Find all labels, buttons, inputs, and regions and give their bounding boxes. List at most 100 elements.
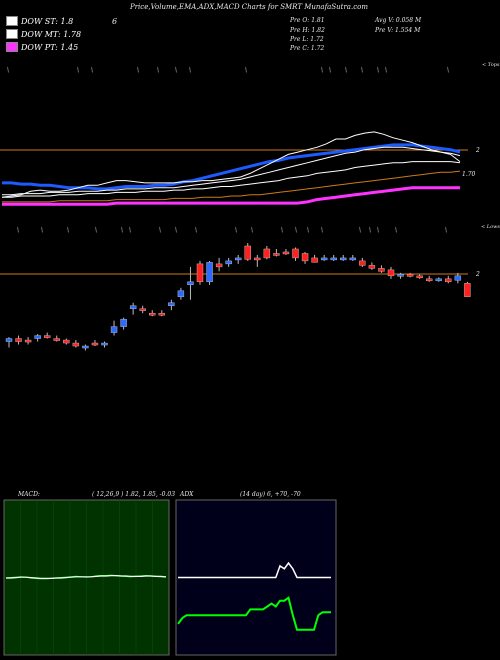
candle-body [301,253,309,262]
candle-body [349,257,356,261]
candle-body [15,338,22,342]
ema-series-line [1,131,461,198]
candle-body [196,263,204,283]
low-marker: \ [321,227,323,234]
low-marker: \ [281,227,283,234]
low-marker: \ [175,227,177,234]
candle-body [387,269,395,277]
top-marker: \ [329,67,331,74]
candle-body [24,339,32,343]
candle-body [149,312,156,316]
low-marker: \ [235,227,237,234]
candle-body [44,335,51,338]
legend-swatch-st [6,16,18,26]
candle-body [263,248,271,259]
top-marker: \ [321,67,323,74]
low-marker: \ [359,227,361,234]
low-marker: \ [67,227,69,234]
legend-label-mt: DOW MT: 1.78 [21,29,82,39]
top-markers: \ \ \ \ \ \ \ \ \ \ \ \ \ \ \ [7,67,449,74]
low-marker: \ [251,227,253,234]
stat-avg-v: Avg V: 0.058 M [375,17,422,24]
candle-body [378,268,385,272]
candle-body [234,257,242,261]
macd-params: ( 12,26,9 ) 1.82, 1.85, -0.03 [92,491,176,498]
lows-label: < Lows [481,224,500,230]
candle-body [435,278,442,282]
macd-lines [5,574,167,580]
candle-body [5,338,13,342]
top-marker: \ [137,67,139,74]
candle-body [416,275,423,279]
legend-label-pt: DOW PT: 1.45 [21,42,79,52]
ema-lines [1,131,461,206]
candle-body [330,257,337,261]
candle-body [120,318,127,327]
candle-body [454,275,462,281]
legend-dow-pt: DOW PT: 1.45 [6,42,78,52]
adx-series-line [178,561,331,579]
candle-body [110,326,118,333]
top-marker: \ [91,67,93,74]
candle-body [311,257,318,263]
chart-title: Price,Volume,EMA,ADX,MACD Charts for SMR… [130,3,368,11]
top-marker: \ [245,67,247,74]
stat-pre-v: Pre V: 1.554 M [375,27,421,34]
top-marker: \ [189,67,191,74]
candle-body [82,345,89,349]
low-marker: \ [369,227,371,234]
candle-body [426,278,433,282]
macd-title: MACD: [18,491,40,498]
candle-body [187,281,194,285]
candle-body [215,263,223,268]
candle-body [177,290,185,297]
candle-body [292,248,299,259]
candle-body [63,339,70,344]
candle-body [129,305,137,309]
low-marker: \ [195,227,197,234]
candle-body [320,257,328,261]
candle-body [273,253,280,256]
candle-body [101,342,108,346]
tops-label: < Tops [482,62,500,68]
legend-dow-mt: DOW MT: 1.78 [6,29,81,39]
adx-lines [177,561,331,631]
top-marker: \ [377,67,379,74]
low-marker: \ [445,227,447,234]
legend-label-st: DOW ST: 1.8 [21,16,74,26]
candle-body [340,257,347,261]
ema-series-line [2,146,461,196]
top-marker: \ [345,67,347,74]
candle-body [406,274,414,277]
macd-series-line [6,574,167,580]
legend-swatch-mt [6,29,18,39]
candle-body [445,278,452,283]
legend-dow-st: DOW ST: 1.8 [6,16,73,26]
low-marker: \ [121,227,123,234]
low-marker: \ [377,227,379,234]
low-marker: \ [129,227,131,234]
candle-body [91,342,99,346]
ema-level-label-2: 1.70 [462,171,476,178]
candle-body [368,265,376,269]
low-marker: \ [41,227,43,234]
ema-series-line [2,143,461,191]
candle-body [139,308,146,311]
low-marker: \ [95,227,97,234]
top-marker: \ [447,67,449,74]
stat-pre-o: Pre O: 1.81 [290,17,325,24]
candle-body [359,260,366,266]
low-markers: \ \ \ \ \ \ \ \ \ \ \ \ \ \ \ \ \ \ \ \ [17,227,447,234]
ema-level-label-1: 2 [476,147,480,154]
candle-body [282,251,290,255]
candle-body [72,342,80,347]
candle-body [53,338,60,341]
low-marker: \ [295,227,297,234]
ema-series-line [2,186,460,206]
stat-pre-c: Pre C: 1.72 [290,45,325,52]
stat-pre-l: Pre L: 1.72 [290,36,324,43]
legend-extra: 6 [112,17,118,26]
top-marker: \ [77,67,79,74]
ema-series-line [2,170,461,203]
candle-body [206,262,213,283]
